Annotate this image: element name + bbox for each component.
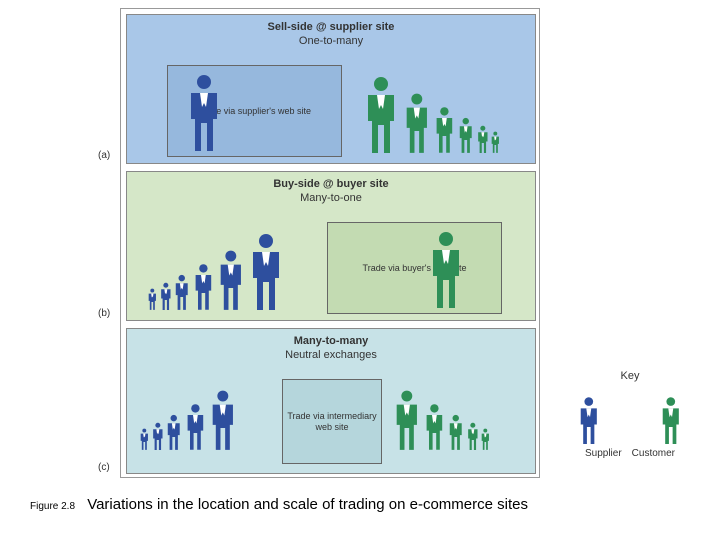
panel-c-box-text: Trade via intermediary web site: [285, 411, 379, 433]
person-icon: [423, 403, 446, 450]
key-labels: Supplier Customer: [560, 448, 700, 459]
person-icon: [192, 263, 215, 310]
panel-a-supplier: [185, 73, 223, 151]
key-people: [560, 396, 700, 444]
panel-c-title-bold: Many-to-many: [294, 335, 369, 347]
panel-a-title-sub: One-to-many: [299, 35, 363, 47]
person-icon: [247, 232, 285, 310]
person-icon: [447, 414, 464, 450]
panel-b-suppliers: [147, 232, 287, 315]
panel-c-title: Many-to-many Neutral exchanges: [127, 335, 535, 363]
key-title: Key: [560, 370, 700, 382]
person-icon: [427, 230, 465, 308]
figure-caption-text: Variations in the location and scale of …: [87, 496, 528, 513]
person-icon: [402, 92, 432, 153]
person-icon: [165, 414, 182, 450]
person-icon: [392, 389, 422, 450]
key-customer-label: Customer: [632, 448, 675, 459]
panel-c-customers: [392, 389, 492, 455]
person-icon: [147, 288, 158, 310]
person-icon: [362, 75, 400, 153]
panel-b-title: Buy-side @ buyer site Many-to-one: [127, 178, 535, 206]
label-a: (a): [98, 150, 110, 161]
key-supplier-label: Supplier: [585, 448, 622, 459]
panel-b-customer: [427, 230, 465, 308]
person-icon: [159, 282, 173, 310]
panel-c-title-sub: Neutral exchanges: [285, 349, 377, 361]
panel-c: Many-to-many Neutral exchanges Trade via…: [126, 328, 536, 474]
person-icon: [490, 131, 501, 153]
person-icon: [659, 396, 683, 444]
person-icon: [476, 125, 490, 153]
person-icon: [208, 389, 238, 450]
person-icon: [184, 403, 207, 450]
panel-c-trade-box: Trade via intermediary web site: [282, 379, 382, 464]
panel-a: Sell-side @ supplier site One-to-many Tr…: [126, 14, 536, 164]
panel-b-trade-box: Trade via buyer's web site: [327, 222, 502, 314]
figure-caption: Figure 2.8 Variations in the location an…: [30, 496, 528, 513]
person-icon: [185, 73, 223, 151]
person-icon: [173, 274, 190, 310]
legend-key: Key Supplier Customer: [560, 370, 700, 459]
person-icon: [466, 422, 480, 450]
person-icon: [433, 106, 456, 153]
person-icon: [457, 117, 474, 153]
panel-b-title-bold: Buy-side @ buyer site: [273, 178, 388, 190]
panel-a-title-bold: Sell-side @ supplier site: [268, 21, 395, 33]
panel-c-suppliers: [139, 389, 239, 455]
label-c: (c): [98, 462, 110, 473]
person-icon: [216, 249, 246, 310]
person-icon: [139, 428, 150, 450]
person-icon: [577, 396, 601, 444]
panel-b-title-sub: Many-to-one: [300, 192, 362, 204]
label-b: (b): [98, 308, 110, 319]
person-icon: [480, 428, 491, 450]
panel-a-title: Sell-side @ supplier site One-to-many: [127, 21, 535, 49]
panel-a-customers: [362, 75, 502, 158]
diagram-frame: Sell-side @ supplier site One-to-many Tr…: [120, 8, 540, 478]
figure-number: Figure 2.8: [30, 501, 75, 512]
panel-b: Buy-side @ buyer site Many-to-one Trade …: [126, 171, 536, 321]
person-icon: [151, 422, 165, 450]
